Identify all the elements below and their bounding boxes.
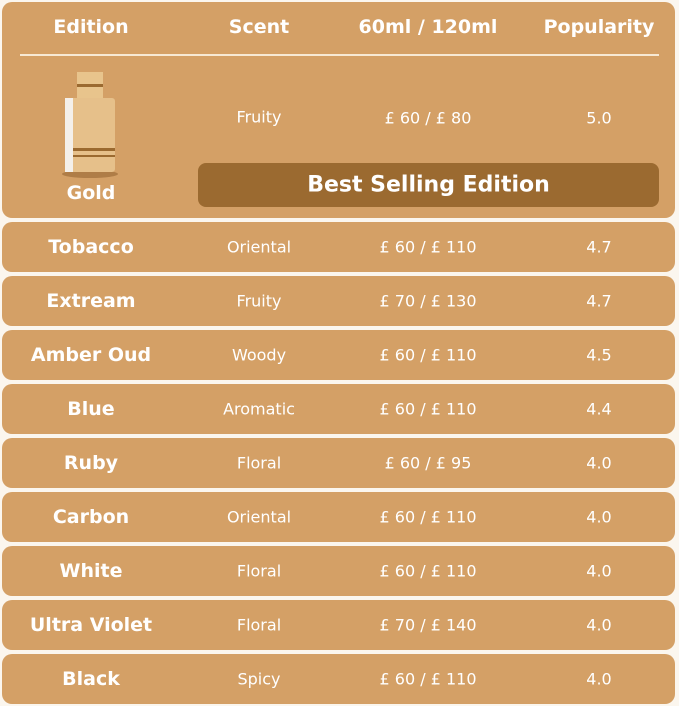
row-edition: Black (62, 668, 120, 690)
featured-price: £ 60 / £ 80 (384, 108, 472, 128)
row-edition: Tobacco (48, 236, 134, 258)
row-price: £ 70 / £ 130 (379, 291, 477, 311)
banner-text: Best Selling Edition (307, 172, 550, 198)
row-popularity: 4.7 (586, 237, 612, 257)
row-edition: White (59, 560, 123, 582)
row-popularity: 4.7 (586, 291, 612, 311)
table-row: Blue Aromatic £ 60 / £ 110 4.4 (2, 384, 675, 434)
row-edition: Ruby (63, 452, 119, 474)
row-scent: Floral (236, 453, 282, 473)
perfume-bottle-image (62, 72, 118, 178)
header-divider (20, 54, 659, 56)
header-scent: Scent (228, 16, 290, 38)
table-row: Black Spicy £ 60 / £ 110 4.0 (2, 654, 675, 704)
row-popularity: 4.0 (586, 453, 612, 473)
table-row: Extream Fruity £ 70 / £ 130 4.7 (2, 276, 675, 326)
row-edition: Ultra Violet (29, 614, 153, 636)
row-edition: Blue (67, 398, 115, 420)
row-popularity: 4.0 (586, 561, 612, 581)
row-popularity: 4.4 (586, 399, 612, 419)
row-edition: Extream (46, 290, 136, 312)
row-price: £ 60 / £ 95 (384, 453, 472, 473)
row-edition: Amber Oud (30, 344, 152, 366)
header-popularity: Popularity (543, 16, 655, 38)
header-price: 60ml / 120ml (358, 16, 498, 38)
featured-scent: Fruity (236, 107, 282, 127)
best-selling-banner: Best Selling Edition (198, 163, 659, 207)
row-popularity: 4.0 (586, 507, 612, 527)
row-scent: Fruity (236, 291, 282, 311)
row-scent: Oriental (226, 237, 292, 257)
row-price: £ 60 / £ 110 (379, 669, 477, 689)
table-row: White Floral £ 60 / £ 110 4.0 (2, 546, 675, 596)
header-edition: Edition (53, 16, 129, 38)
row-popularity: 4.0 (586, 615, 612, 635)
row-scent: Floral (236, 615, 282, 635)
row-edition: Carbon (52, 506, 130, 528)
row-scent: Oriental (226, 507, 292, 527)
table-row: Amber Oud Woody £ 60 / £ 110 4.5 (2, 330, 675, 380)
table-header: Edition Scent 60ml / 120ml Popularity (2, 16, 675, 46)
featured-card: Edition Scent 60ml / 120ml Popularity Go… (2, 2, 675, 218)
row-price: £ 70 / £ 140 (379, 615, 477, 635)
row-price: £ 60 / £ 110 (379, 507, 477, 527)
table-row: Ruby Floral £ 60 / £ 95 4.0 (2, 438, 675, 488)
featured-popularity: 5.0 (586, 108, 612, 128)
row-price: £ 60 / £ 110 (379, 399, 477, 419)
row-scent: Woody (231, 345, 287, 365)
featured-edition: Gold (66, 182, 116, 204)
row-scent: Spicy (237, 669, 281, 689)
row-price: £ 60 / £ 110 (379, 345, 477, 365)
row-popularity: 4.0 (586, 669, 612, 689)
row-scent: Floral (236, 561, 282, 581)
row-scent: Aromatic (223, 399, 295, 419)
table-row: Tobacco Oriental £ 60 / £ 110 4.7 (2, 222, 675, 272)
row-price: £ 60 / £ 110 (379, 237, 477, 257)
table-row: Ultra Violet Floral £ 70 / £ 140 4.0 (2, 600, 675, 650)
row-popularity: 4.5 (586, 345, 612, 365)
table-row: Carbon Oriental £ 60 / £ 110 4.0 (2, 492, 675, 542)
row-price: £ 60 / £ 110 (379, 561, 477, 581)
